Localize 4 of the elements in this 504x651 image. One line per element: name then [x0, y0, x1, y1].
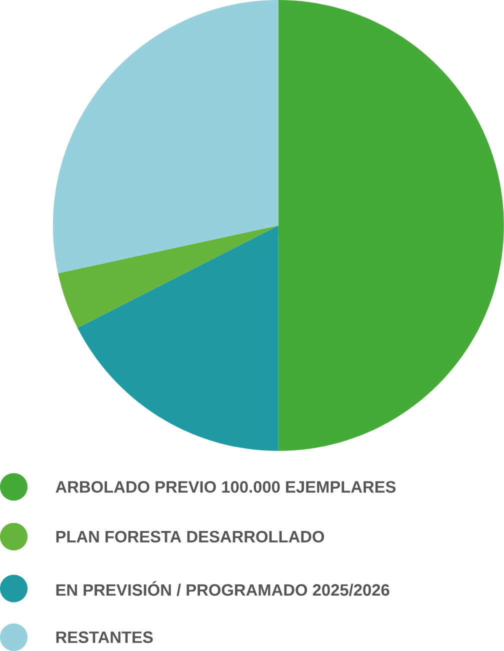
legend-label: EN PREVISIÓN / PROGRAMADO 2025/2026 — [56, 581, 390, 596]
legend-label: RESTANTES — [56, 631, 153, 644]
legend-label: ARBOLADO PREVIO 100.000 EJEMPLARES — [56, 481, 396, 493]
legend-label: PLAN FORESTA DESARROLLADO — [56, 530, 324, 542]
